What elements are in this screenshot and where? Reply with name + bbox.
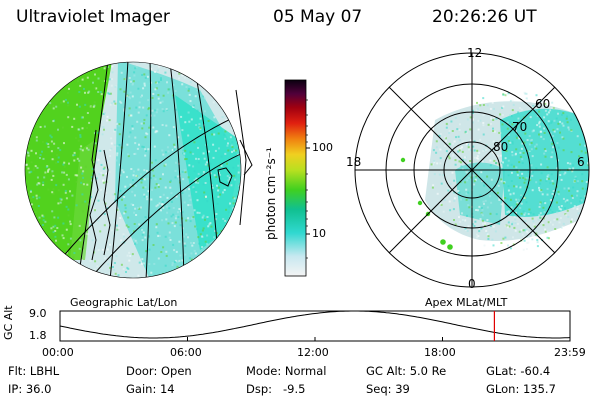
- info-gain: Gain: 14: [126, 382, 175, 396]
- date-label: 05 May 07: [273, 7, 363, 27]
- time-tick-1200: 12:00: [297, 346, 329, 359]
- geographic-panel-label: Geographic Lat/Lon: [70, 296, 178, 309]
- mlat-60-label: 60: [535, 97, 551, 111]
- apex-image: [354, 52, 590, 288]
- info-mode: Mode: Normal: [246, 364, 327, 378]
- colorbar: [284, 79, 307, 277]
- geographic-image: [25, 62, 241, 278]
- apex-panel-label: Apex MLat/MLT: [425, 296, 508, 309]
- mlt-12-label: 12: [467, 46, 483, 60]
- colorbar-unit-label: photon cm⁻²s⁻¹: [264, 147, 278, 240]
- app-title: Ultraviolet Imager: [16, 7, 170, 27]
- altitude-ylabel: GC Alt: [2, 305, 15, 340]
- info-glat: GLat: -60.4: [486, 364, 551, 378]
- geo-speckle: [25, 64, 241, 277]
- info-flt: Flt: LBHL: [8, 364, 60, 378]
- time-label: 20:26:26 UT: [432, 7, 537, 27]
- colorbar-tick-10: 10: [312, 227, 326, 240]
- info-gcalt: GC Alt: 5.0 Re: [366, 364, 447, 378]
- info-seq: Seq: 39: [366, 382, 410, 396]
- altitude-ytick-low: 1.8: [29, 329, 47, 342]
- mlat-80-label: 80: [493, 140, 509, 154]
- apex-speckle: [430, 91, 589, 251]
- mlat-70-label: 70: [512, 120, 528, 134]
- time-tick-0000: 00:00: [42, 346, 74, 359]
- altitude-curve: [59, 310, 571, 339]
- info-ip: IP: 36.0: [8, 382, 52, 396]
- colorbar-tick-100: 100: [312, 141, 333, 154]
- mlt-18-label: 18: [346, 155, 362, 169]
- info-dsp: Dsp: -9.5: [246, 382, 306, 396]
- info-glon: GLon: 135.7: [486, 382, 556, 396]
- time-tick-0600: 06:00: [170, 346, 202, 359]
- mlt-0-label: 0: [468, 277, 476, 291]
- time-tick-2359: 23:59: [554, 346, 586, 359]
- mlt-6-label: 6: [577, 155, 585, 169]
- altitude-ytick-high: 9.0: [29, 307, 47, 320]
- time-tick-1800: 18:00: [424, 346, 456, 359]
- info-door: Door: Open: [126, 364, 192, 378]
- altitude-plot-frame: [59, 310, 571, 342]
- coastline: [89, 129, 111, 261]
